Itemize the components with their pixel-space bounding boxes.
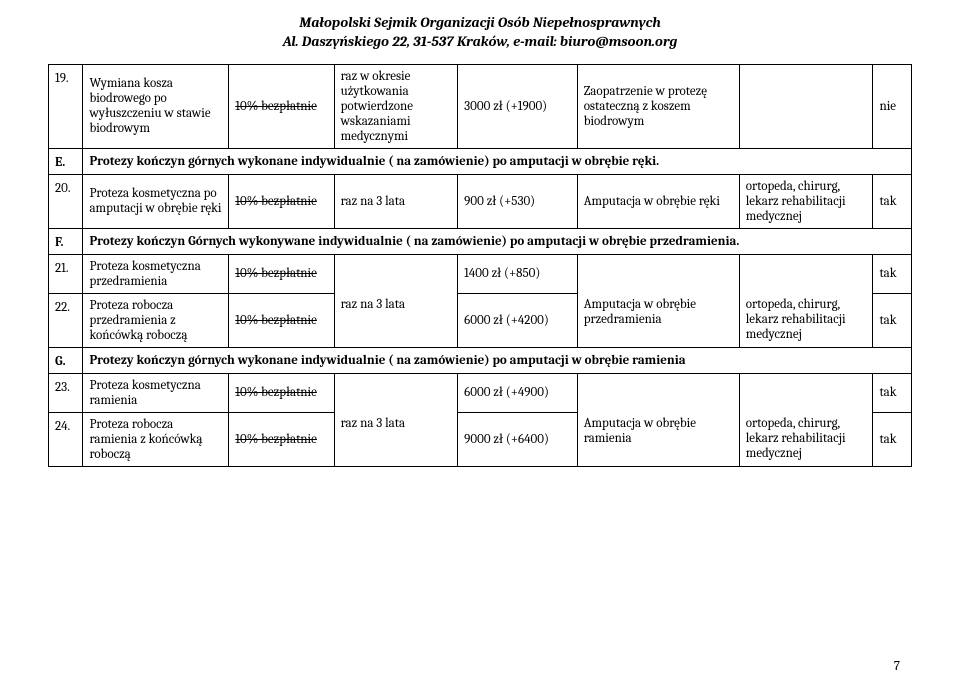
cell: Zaopatrzenie w protezę ostateczną z kosz… <box>577 64 739 148</box>
section-row: F. Protezy kończyn Górnych wykonywane in… <box>49 228 912 254</box>
cell: 10% bezpłatnie <box>229 64 334 148</box>
cell: 3000 zł (+1900) <box>458 64 578 148</box>
table-row: 23. Proteza kosmetyczna ramienia 10% bez… <box>49 373 912 412</box>
cell: Amputacja w obrębie ręki <box>577 174 739 228</box>
cell: raz na 3 lata <box>334 412 458 466</box>
header-line-2: Al. Daszyńskiego 22, 31-537 Kraków, e-ma… <box>48 33 912 52</box>
cell: 1400 zł (+850) <box>458 254 578 293</box>
cell: Proteza kosmetyczna po amputacji w obręb… <box>83 174 229 228</box>
cell <box>739 64 873 148</box>
cell: 9000 zł (+6400) <box>458 412 578 466</box>
cell <box>334 373 458 412</box>
page-number: 7 <box>894 659 900 674</box>
cell: Amputacja w obrębie przedramienia <box>577 293 739 347</box>
table-row: 24. Proteza robocza ramienia z końcówką … <box>49 412 912 466</box>
cell <box>577 373 739 412</box>
cell: tak <box>873 373 912 412</box>
section-text: Protezy kończyn Górnych wykonywane indyw… <box>83 228 912 254</box>
cell: raz na 3 lata <box>334 293 458 347</box>
cell: Proteza robocza ramienia z końcówką robo… <box>83 412 229 466</box>
section-row: E. Protezy kończyn górnych wykonane indy… <box>49 148 912 174</box>
cell: Amputacja w obrębie ramienia <box>577 412 739 466</box>
row-number: 20. <box>49 174 83 228</box>
data-table: 19. Wymiana kosza biodrowego po wyłuszcz… <box>48 64 912 467</box>
cell: tak <box>873 254 912 293</box>
cell <box>334 254 458 293</box>
cell: 10% bezpłatnie <box>229 293 334 347</box>
cell: 10% bezpłatnie <box>229 412 334 466</box>
cell: ortopeda, chirurg, lekarz rehabilitacji … <box>739 174 873 228</box>
cell <box>577 254 739 293</box>
section-label: G. <box>49 347 83 373</box>
row-number: 22. <box>49 293 83 347</box>
cell: raz na 3 lata <box>334 174 458 228</box>
cell: 10% bezpłatnie <box>229 254 334 293</box>
cell <box>739 373 873 412</box>
section-text: Protezy kończyn górnych wykonane indywid… <box>83 347 912 373</box>
cell <box>739 254 873 293</box>
cell: Wymiana kosza biodrowego po wyłuszczeniu… <box>83 64 229 148</box>
cell: 10% bezpłatnie <box>229 174 334 228</box>
cell: ortopeda, chirurg, lekarz rehabilitacji … <box>739 293 873 347</box>
cell: tak <box>873 174 912 228</box>
table-row: 22. Proteza robocza przedramienia z końc… <box>49 293 912 347</box>
cell: Proteza robocza przedramienia z końcówką… <box>83 293 229 347</box>
table-row: 19. Wymiana kosza biodrowego po wyłuszcz… <box>49 64 912 148</box>
cell: Proteza kosmetyczna ramienia <box>83 373 229 412</box>
cell: Proteza kosmetyczna przedramienia <box>83 254 229 293</box>
cell: 6000 zł (+4200) <box>458 293 578 347</box>
cell: tak <box>873 293 912 347</box>
table-row: 21. Proteza kosmetyczna przedramienia 10… <box>49 254 912 293</box>
cell: raz w okresie użytkowania potwierdzone w… <box>334 64 458 148</box>
cell: 10% bezpłatnie <box>229 373 334 412</box>
row-number: 19. <box>49 64 83 148</box>
cell: tak <box>873 412 912 466</box>
section-text: Protezy kończyn górnych wykonane indywid… <box>83 148 912 174</box>
page: Małopolski Sejmik Organizacji Osób Niepe… <box>0 0 960 688</box>
table-row: 20. Proteza kosmetyczna po amputacji w o… <box>49 174 912 228</box>
row-number: 23. <box>49 373 83 412</box>
row-number: 21. <box>49 254 83 293</box>
section-label: E. <box>49 148 83 174</box>
section-row: G. Protezy kończyn górnych wykonane indy… <box>49 347 912 373</box>
header: Małopolski Sejmik Organizacji Osób Niepe… <box>48 14 912 52</box>
header-line-1: Małopolski Sejmik Organizacji Osób Niepe… <box>48 14 912 33</box>
row-number: 24. <box>49 412 83 466</box>
section-label: F. <box>49 228 83 254</box>
cell: nie <box>873 64 912 148</box>
cell: ortopeda, chirurg, lekarz rehabilitacji … <box>739 412 873 466</box>
cell: 900 zł (+530) <box>458 174 578 228</box>
cell: 6000 zł (+4900) <box>458 373 578 412</box>
